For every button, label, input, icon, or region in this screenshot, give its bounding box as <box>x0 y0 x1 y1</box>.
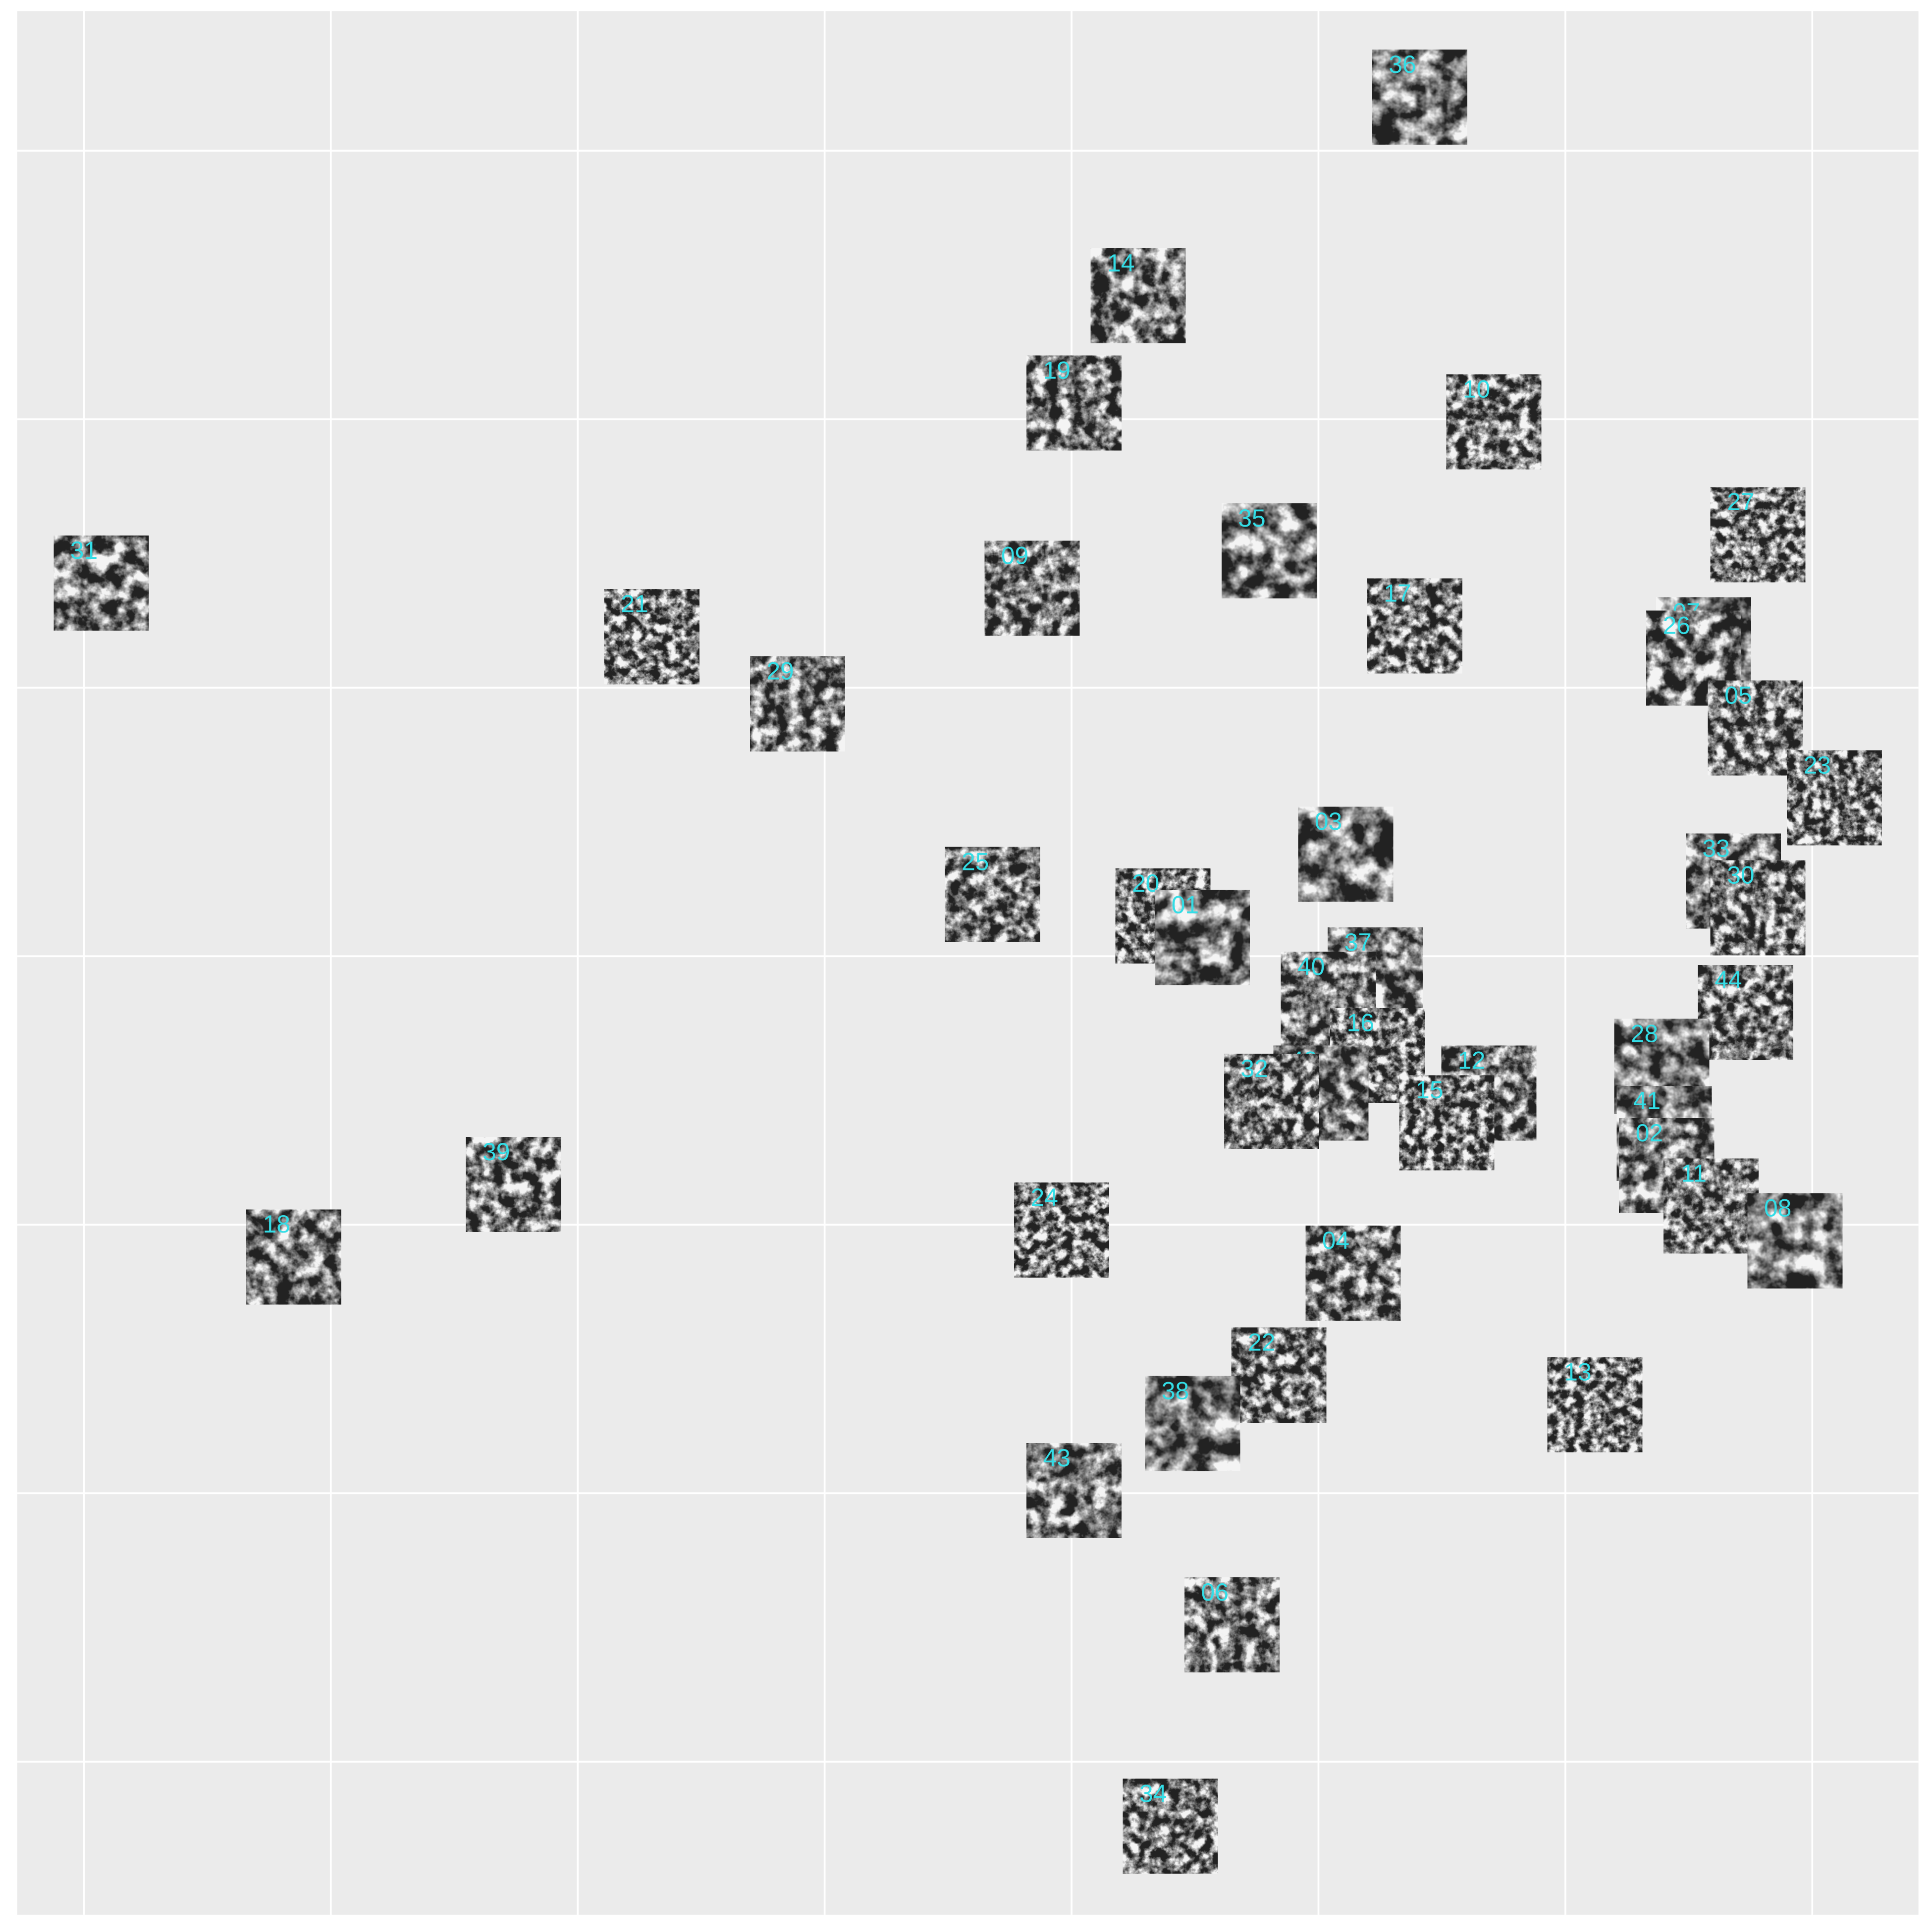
point-label: 23 <box>1804 751 1831 779</box>
thumbnail <box>1372 50 1467 145</box>
point-label: 32 <box>1240 1055 1268 1082</box>
thumbnail <box>1014 1182 1109 1278</box>
thumbnail <box>750 656 845 751</box>
point-label: 33 <box>1702 834 1729 862</box>
point-label: 40 <box>1297 953 1325 980</box>
thumbnail <box>1664 1158 1759 1254</box>
point-label: 22 <box>1248 1329 1275 1356</box>
point-label: 37 <box>1344 928 1372 956</box>
point-label: 38 <box>1162 1377 1189 1404</box>
point-label: 20 <box>1132 869 1159 897</box>
thumbnail <box>1231 1327 1327 1423</box>
point-label: 27 <box>1727 488 1754 516</box>
point-label: 18 <box>263 1210 290 1238</box>
point-label: 28 <box>1631 1020 1658 1047</box>
thumbnail <box>1184 1577 1280 1672</box>
thumbnail <box>1090 248 1186 343</box>
thumbnail <box>984 540 1080 636</box>
thumbnail <box>1698 965 1793 1060</box>
point-label: 10 <box>1463 376 1490 403</box>
point-label: 12 <box>1458 1047 1485 1074</box>
thumbnail <box>1222 503 1317 598</box>
point-label: 41 <box>1633 1087 1661 1115</box>
thumbnail <box>1367 578 1462 674</box>
point-label: 01 <box>1172 891 1199 918</box>
thumbnail <box>54 536 149 631</box>
point-label: 13 <box>1564 1358 1591 1386</box>
thumbnail <box>1305 1226 1401 1321</box>
point-label: 36 <box>1389 51 1416 78</box>
point-label: 02 <box>1636 1119 1663 1147</box>
point-label: 26 <box>1663 612 1690 640</box>
thumbnail <box>1155 890 1250 985</box>
point-label: 16 <box>1347 1009 1374 1037</box>
point-label: 34 <box>1139 1779 1167 1807</box>
point-label: 05 <box>1724 681 1752 709</box>
thumbnail <box>1747 1193 1843 1288</box>
point-label: 15 <box>1416 1076 1443 1104</box>
point-label: 30 <box>1727 861 1754 889</box>
point-label: 44 <box>1715 966 1742 994</box>
point-label: 25 <box>962 848 989 876</box>
point-label: 11 <box>1681 1159 1707 1187</box>
thumbnail <box>1710 860 1806 956</box>
panel <box>17 11 1919 1915</box>
point-label: 14 <box>1107 249 1134 277</box>
point-label: 21 <box>621 590 648 618</box>
point-label: 39 <box>483 1138 510 1166</box>
thumbnail <box>1026 355 1122 451</box>
point-label: 17 <box>1384 580 1411 607</box>
thumbnail <box>604 589 699 685</box>
point-label: 31 <box>70 537 98 564</box>
thumbnail <box>1123 1778 1218 1874</box>
thumbnail <box>1298 806 1394 902</box>
thumbnail <box>246 1209 341 1305</box>
thumbnail <box>1710 487 1806 583</box>
point-label: 19 <box>1043 357 1071 384</box>
point-label: 06 <box>1201 1578 1229 1606</box>
thumbnail <box>1446 374 1542 470</box>
point-label: 43 <box>1043 1444 1071 1472</box>
thumbnail <box>466 1137 561 1232</box>
thumbnail <box>1399 1075 1495 1171</box>
thumbnail <box>945 847 1040 942</box>
point-label: 04 <box>1322 1227 1349 1254</box>
point-label: 08 <box>1764 1194 1791 1222</box>
thumbnail <box>1547 1357 1643 1452</box>
point-label: 35 <box>1238 504 1265 532</box>
point-label: 29 <box>766 657 794 685</box>
thumbnail <box>1224 1054 1319 1149</box>
thumbnail <box>1026 1443 1122 1538</box>
point-label: 09 <box>1001 542 1028 570</box>
thumbnail <box>1787 750 1882 846</box>
point-label: 24 <box>1031 1183 1058 1211</box>
points: 3614191027353109172107262905230333253020… <box>54 50 1882 1874</box>
thumbnail <box>1145 1376 1240 1471</box>
point-label: 03 <box>1315 807 1342 835</box>
